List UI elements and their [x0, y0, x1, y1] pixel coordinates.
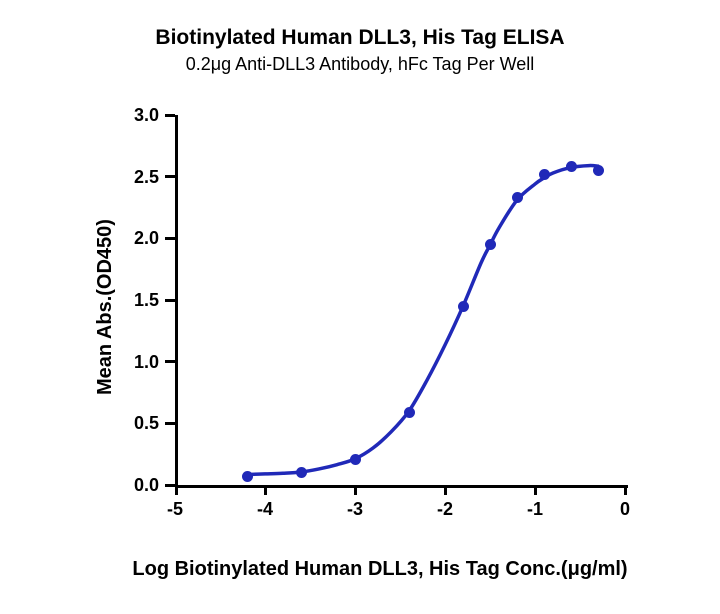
plot-area: 0.00.51.01.52.02.53.0-5-4-3-2-10: [175, 115, 625, 485]
x-axis-label: Log Biotinylated Human DLL3, His Tag Con…: [60, 558, 700, 581]
y-tick: [165, 299, 175, 302]
chart-title: Biotinylated Human DLL3, His Tag ELISA: [0, 26, 720, 50]
data-point-marker: [539, 169, 550, 180]
x-tick-label: -5: [145, 499, 205, 520]
data-point-marker: [404, 407, 415, 418]
y-tick-label: 0.5: [109, 413, 159, 434]
y-tick-label: 0.0: [109, 475, 159, 496]
data-point-marker: [242, 471, 253, 482]
y-tick: [165, 175, 175, 178]
y-tick: [165, 237, 175, 240]
x-tick: [444, 485, 447, 495]
data-point-marker: [512, 192, 523, 203]
data-point-marker: [458, 301, 469, 312]
data-point-marker: [485, 239, 496, 250]
dose-response-curve: [175, 115, 625, 485]
data-point-marker: [566, 161, 577, 172]
x-tick-label: -4: [235, 499, 295, 520]
x-tick-label: -2: [415, 499, 475, 520]
y-tick-label: 1.0: [109, 352, 159, 373]
x-tick-label: 0: [595, 499, 655, 520]
y-tick-label: 1.5: [109, 290, 159, 311]
chart-title-block: Biotinylated Human DLL3, His Tag ELISA 0…: [0, 26, 720, 75]
x-tick: [354, 485, 357, 495]
y-tick: [165, 422, 175, 425]
x-tick-label: -3: [325, 499, 385, 520]
y-tick: [165, 484, 175, 487]
y-tick: [165, 114, 175, 117]
y-tick: [165, 360, 175, 363]
x-tick: [624, 485, 627, 495]
x-tick: [534, 485, 537, 495]
y-tick-label: 2.5: [109, 167, 159, 188]
elisa-chart: Biotinylated Human DLL3, His Tag ELISA 0…: [0, 0, 720, 614]
x-tick: [175, 485, 178, 495]
chart-subtitle: 0.2μg Anti-DLL3 Antibody, hFc Tag Per We…: [0, 54, 720, 75]
x-axis-line: [175, 485, 628, 488]
y-tick-label: 2.0: [109, 228, 159, 249]
data-point-marker: [593, 165, 604, 176]
x-tick: [264, 485, 267, 495]
y-tick-label: 3.0: [109, 105, 159, 126]
x-tick-label: -1: [505, 499, 565, 520]
data-point-marker: [296, 467, 307, 478]
data-point-marker: [350, 454, 361, 465]
